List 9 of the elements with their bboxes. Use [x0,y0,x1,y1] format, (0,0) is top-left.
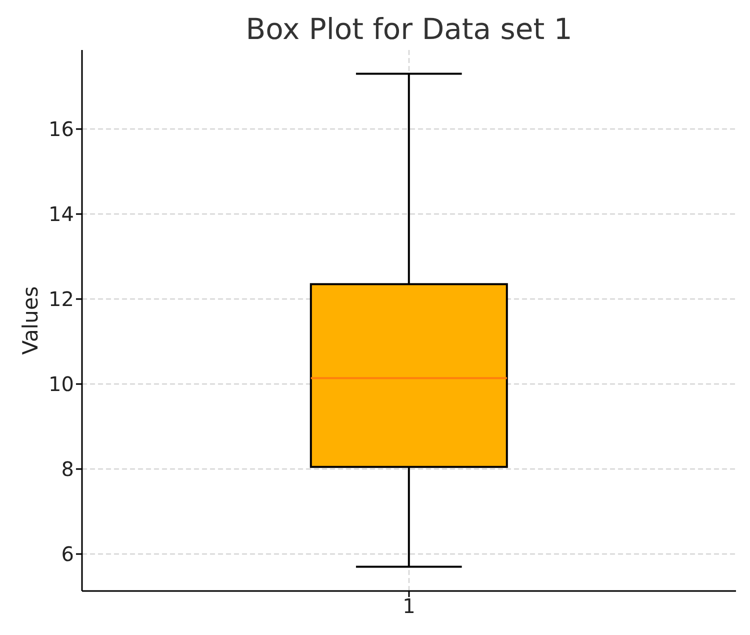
y-tick-label: 8 [61,457,74,482]
y-axis-title: Values [18,286,42,355]
y-tick-label: 12 [48,287,74,312]
x-tick-label: 1 [402,594,416,618]
y-tick-label: 10 [48,372,74,396]
y-tick-label: 6 [61,542,74,566]
chart-title: Box Plot for Data set 1 [244,11,574,48]
y-tick-label: 14 [48,202,74,226]
y-tick-label: 16 [48,117,74,142]
